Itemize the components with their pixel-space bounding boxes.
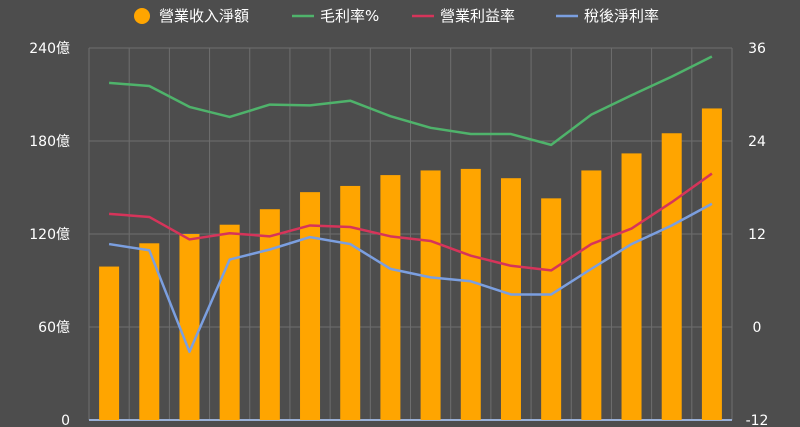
left-axis-ticks: 0 60億 120億 180億 240億: [29, 41, 70, 427]
left-tick-label: 120億: [29, 227, 70, 243]
right-tick-label: 24: [748, 134, 766, 150]
series-line-1: [108, 55, 713, 147]
series-line-3: [108, 202, 713, 354]
revenue-bar: [621, 153, 642, 420]
legend-label: 營業收入淨額: [159, 7, 249, 25]
revenue-bar: [139, 243, 160, 420]
revenue-bar: [259, 209, 280, 420]
right-axis-ticks: -12 0 12 24 36: [746, 41, 769, 427]
legend-label: 毛利率%: [320, 7, 379, 25]
left-tick-label: 180億: [29, 134, 70, 150]
legend: 營業收入淨額 毛利率% 營業利益率 稅後淨利率: [134, 7, 659, 25]
right-tick-label: 36: [748, 41, 766, 57]
revenue-bar: [661, 133, 682, 420]
left-tick-label: 60億: [38, 320, 70, 336]
revenue-bar: [541, 198, 562, 420]
left-tick-label: 0: [61, 413, 70, 427]
revenue-bar: [701, 108, 722, 420]
revenue-bar: [300, 192, 321, 420]
left-tick-label: 240億: [29, 41, 70, 57]
legend-label: 營業利益率: [440, 7, 515, 25]
revenue-bar: [340, 185, 361, 420]
revenue-bar: [500, 178, 521, 420]
legend-marker: [134, 8, 150, 24]
revenue-bar: [99, 266, 120, 420]
revenue-bar: [219, 224, 240, 420]
revenue-bar: [380, 175, 401, 420]
right-tick-label: 12: [748, 227, 766, 243]
right-tick-label: -12: [746, 413, 769, 427]
revenue-bar: [420, 170, 441, 420]
legend-label: 稅後淨利率: [584, 7, 659, 25]
revenue-bar: [460, 168, 481, 420]
revenue-bar: [179, 234, 200, 420]
revenue-bar: [581, 170, 602, 420]
right-tick-label: 0: [753, 320, 762, 336]
series-line-2: [108, 172, 713, 272]
ratio-lines: [108, 55, 713, 354]
